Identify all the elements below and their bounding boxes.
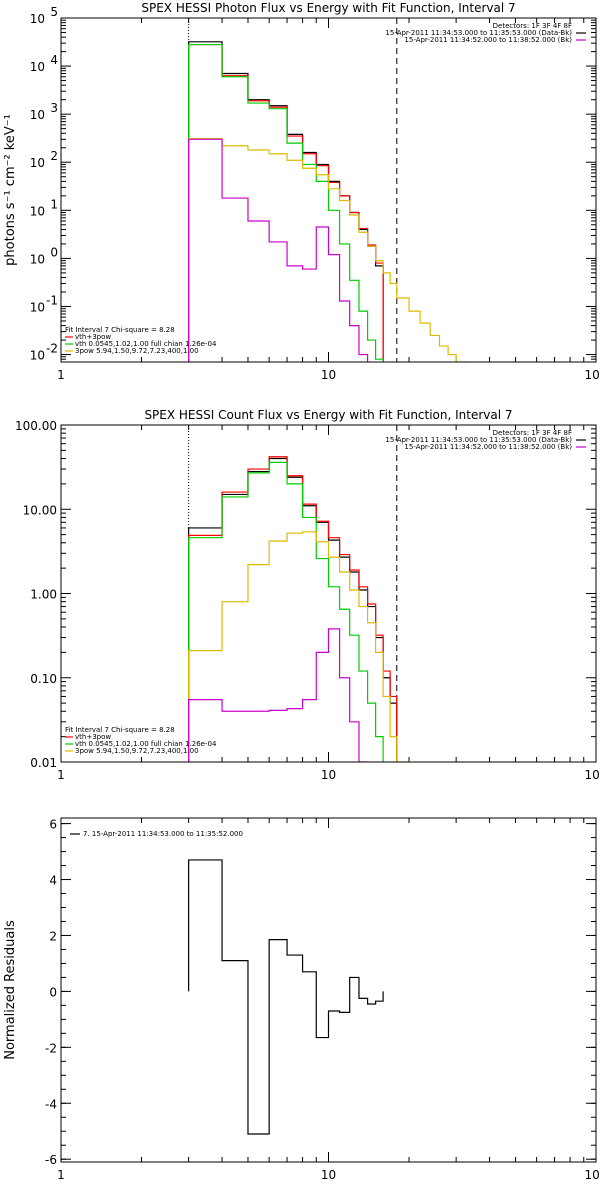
y-tick-label: 10 — [30, 252, 45, 266]
series-line-1 — [188, 859, 384, 1135]
series-line-4 — [188, 531, 410, 762]
y-tick-exponent: 4 — [50, 53, 58, 67]
y-tick-label: 10 — [30, 156, 45, 170]
legend-bottom-text: Fit Interval 7 Chi-square = 8.28 — [65, 726, 175, 734]
chart-panel-1: SPEX HESSI Photon Flux vs Energy with Fi… — [3, 1, 600, 382]
x-tick-label: 1 — [57, 1168, 65, 1182]
series-line-5 — [188, 138, 369, 362]
y-tick-label: 10 — [30, 349, 45, 363]
legend-bottom-text: vth+3pow — [75, 333, 111, 341]
legend-bottom-text: 3pow 5.94,1.50,9.72,7.23,400,1.00 — [75, 747, 199, 755]
y-tick-label: -2 — [45, 1041, 57, 1055]
legend-top-text: 7. 15-Apr-2011 11:34:53.000 to 11:35:52.… — [83, 830, 243, 838]
series-line-3 — [188, 461, 384, 762]
y-tick-exponent: -2 — [46, 342, 58, 356]
legend-bottom-text: vth 0.0545,1.02,1.00 full chian 1.26e-04 — [75, 740, 217, 748]
y-tick-label: 10 — [30, 300, 45, 314]
y-tick-exponent: 3 — [50, 101, 58, 115]
series-group — [188, 859, 384, 1135]
series-line-1 — [188, 457, 398, 762]
y-tick-exponent: 0 — [50, 245, 58, 259]
y-tick-label: 10 — [30, 60, 45, 74]
series-line-2 — [188, 43, 384, 362]
series-line-3 — [188, 43, 384, 362]
chart-panel-2: SPEX HESSI Count Flux vs Energy with Fit… — [15, 408, 600, 782]
legend-top-text: Detectors: 1F 3F 4F 8F — [493, 429, 572, 437]
chart-panel-3: 1 10 100 -6 -4 -2 0 2 4 6 Normalized Residuals 7. 1… — [3, 817, 600, 1182]
y-tick-label: 6 — [49, 818, 57, 832]
series-line-4 — [188, 138, 468, 362]
y-tick-exponent: 2 — [50, 149, 58, 163]
y-tick-label: 0.10 — [30, 672, 57, 686]
x-tick-label: 1 — [57, 368, 65, 382]
legend-bottom-text: vth 0.0545,1.02,1.00 full chian 1.26e-04 — [75, 340, 217, 348]
y-tick-label: 100.00 — [15, 419, 57, 433]
legend-top-text: 15-Apr-2011 11:34:52.000 to 11:38:52.000… — [404, 443, 572, 451]
chart-title: SPEX HESSI Photon Flux vs Energy with Fi… — [141, 1, 515, 15]
legend-top-text: 15-Apr-2011 11:34:53.000 to 11:35:53.000… — [385, 436, 572, 444]
y-tick-label: 0 — [49, 985, 57, 999]
legend-top-text: 15-Apr-2011 11:34:53.000 to 11:35:53.000… — [385, 29, 572, 37]
y-tick-label: -6 — [45, 1153, 57, 1167]
x-tick-label: 1 — [57, 768, 65, 782]
y-axis-label: photons s⁻¹ cm⁻² keV⁻¹ — [3, 114, 18, 266]
y-tick-label: 10 — [30, 12, 45, 26]
x-tick-label: 100 — [585, 768, 600, 782]
y-tick-label: 0.01 — [30, 756, 57, 770]
y-tick-label: 4 — [49, 874, 57, 888]
legend-bottom-text: 3pow 5.94,1.50,9.72,7.23,400,1.00 — [75, 347, 199, 355]
y-tick-label: 10.00 — [23, 503, 57, 517]
series-line-1 — [188, 41, 384, 362]
plot-frame — [60, 817, 597, 1163]
legend-top-text: Detectors: 1F 3F 4F 8F — [493, 22, 572, 30]
x-tick-label: 10 — [321, 768, 336, 782]
plot-frame — [60, 424, 597, 763]
y-tick-label: 10 — [30, 204, 45, 218]
y-tick-label: 2 — [49, 929, 57, 943]
y-tick-label: 1.00 — [30, 588, 57, 602]
x-tick-label: 10 — [321, 368, 336, 382]
chart-title: SPEX HESSI Count Flux vs Energy with Fit… — [144, 408, 512, 422]
legend-bottom-text: vth+3pow — [75, 733, 111, 741]
series-line-5 — [188, 628, 369, 762]
legend-bottom-text: Fit Interval 7 Chi-square = 8.28 — [65, 326, 175, 334]
series-group — [188, 41, 468, 362]
series-group — [188, 456, 410, 762]
y-tick-label: 10 — [30, 108, 45, 122]
y-tick-exponent: 1 — [50, 197, 58, 211]
y-axis-label: Normalized Residuals — [3, 920, 18, 1060]
y-tick-exponent: 5 — [50, 5, 58, 19]
plot-frame — [60, 17, 597, 363]
y-tick-exponent: -1 — [46, 293, 58, 307]
x-tick-label: 10 — [321, 1168, 336, 1182]
x-tick-label: 100 — [585, 1168, 600, 1182]
x-tick-label: 100 — [585, 368, 600, 382]
series-line-2 — [188, 456, 398, 762]
legend-top-text: 15-Apr-2011 11:34:52.000 to 11:38:52.000… — [404, 36, 572, 44]
y-tick-label: -4 — [45, 1097, 57, 1111]
